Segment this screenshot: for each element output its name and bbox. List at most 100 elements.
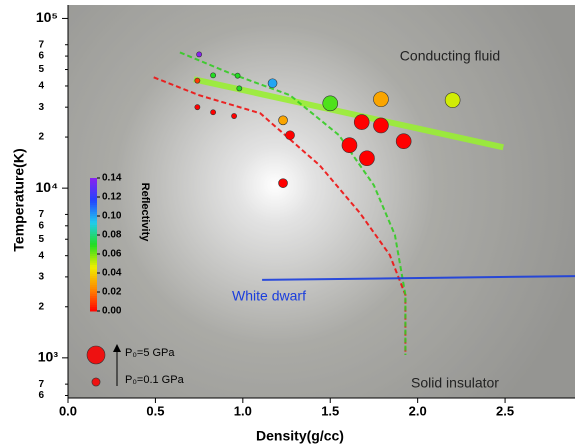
colorbar-tick-label: 0.02 xyxy=(102,287,122,298)
y-tick-label: 10⁴ xyxy=(36,179,59,195)
y-tick-label: 2 xyxy=(38,132,44,143)
data-point xyxy=(353,114,370,130)
colorbar-swatch xyxy=(90,293,97,296)
data-point xyxy=(236,85,243,92)
colorbar-swatch xyxy=(90,240,97,243)
colorbar-swatch xyxy=(90,295,97,299)
x-tick-label: 1.5 xyxy=(321,403,339,418)
colorbar-swatch xyxy=(90,204,97,208)
y-tick-label: 7 xyxy=(38,379,44,390)
data-point xyxy=(267,78,278,89)
colorbar-swatch xyxy=(90,308,97,312)
colorbar-swatch xyxy=(90,193,97,197)
x-tick-label: 1.0 xyxy=(234,403,252,418)
data-point xyxy=(210,72,217,79)
colorbar-swatch xyxy=(90,275,97,279)
colorbar-swatch xyxy=(90,306,97,310)
data-point xyxy=(234,72,241,79)
colorbar-swatch xyxy=(90,251,97,254)
colorbar-swatch xyxy=(90,237,97,241)
colorbar-swatch xyxy=(90,184,97,188)
colorbar-swatch xyxy=(90,228,97,232)
y-tick-label: 6 xyxy=(38,51,44,62)
colorbar-swatch xyxy=(90,297,97,301)
data-point xyxy=(194,104,201,111)
data-point xyxy=(194,77,201,84)
colorbar-tick-label: 0.04 xyxy=(102,268,122,279)
colorbar-swatch xyxy=(90,206,97,210)
colorbar-swatch xyxy=(90,273,97,277)
x-tick-label: 2.5 xyxy=(496,403,514,418)
colorbar-tick-label: 0.06 xyxy=(102,249,122,260)
data-point xyxy=(322,95,339,112)
y-axis-title: Temperature(K) xyxy=(11,148,27,251)
colorbar-swatch xyxy=(90,279,97,283)
colorbar-tick-label: 0.08 xyxy=(102,230,122,241)
legend-label: P₀=5 GPa xyxy=(125,347,175,359)
colorbar-swatch xyxy=(90,299,97,303)
y-tick-label: 7 xyxy=(38,39,44,50)
x-tick-label: 0.0 xyxy=(59,403,77,418)
colorbar-swatch xyxy=(90,282,97,285)
colorbar-swatch xyxy=(90,231,97,234)
colorbar-swatch xyxy=(90,213,97,217)
legend-arrowhead xyxy=(113,344,121,352)
colorbar-swatch xyxy=(90,200,97,203)
data-point xyxy=(359,150,375,167)
legend-marker xyxy=(91,377,101,387)
data-point xyxy=(231,113,237,119)
curve xyxy=(179,51,407,355)
colorbar-swatch xyxy=(90,209,97,212)
annotation: Solid insulator xyxy=(411,375,499,391)
colorbar-swatch xyxy=(90,255,97,259)
colorbar-swatch xyxy=(90,211,97,214)
colorbar-title: Reflectivity xyxy=(139,183,151,243)
colorbar-swatch xyxy=(90,224,97,228)
colorbar-swatch xyxy=(90,220,97,223)
data-point xyxy=(285,130,295,141)
colorbar-swatch xyxy=(90,197,97,201)
colorbar-swatch xyxy=(90,271,97,274)
y-tick-label: 10³ xyxy=(38,349,59,365)
colorbar-tick-label: 0.00 xyxy=(102,306,122,317)
curve xyxy=(262,275,575,281)
colorbar-swatch xyxy=(90,284,97,288)
y-tick-label: 10⁵ xyxy=(36,9,58,25)
legend-marker xyxy=(86,345,106,365)
y-tick-label: 4 xyxy=(38,81,44,92)
background-photo xyxy=(68,5,575,398)
colorbar-swatch xyxy=(90,217,97,221)
y-tick-label: 3 xyxy=(38,102,44,113)
data-point xyxy=(278,178,288,188)
y-tick-label: 5 xyxy=(38,234,44,245)
colorbar-swatch xyxy=(90,215,97,219)
colorbar-swatch xyxy=(90,253,97,257)
colorbar-swatch xyxy=(90,264,97,268)
curve-label: White dwarf xyxy=(232,288,306,304)
data-point xyxy=(444,92,461,108)
colorbar-swatch xyxy=(90,286,97,290)
colorbar-swatch xyxy=(90,180,97,183)
y-tick-label: 7 xyxy=(38,209,44,220)
data-point xyxy=(278,115,288,126)
colorbar-tick-label: 0.10 xyxy=(102,211,122,222)
data-point xyxy=(341,137,358,154)
y-tick-label: 4 xyxy=(38,250,44,261)
colorbar-swatch xyxy=(90,242,97,245)
colorbar-swatch xyxy=(90,246,97,250)
x-tick-label: 0.5 xyxy=(146,403,164,418)
colorbar-swatch xyxy=(90,266,97,270)
colorbar-swatch xyxy=(90,291,97,294)
legend-label: P₀=0.1 GPa xyxy=(125,374,185,386)
colorbar-swatch xyxy=(90,191,97,195)
data-point xyxy=(196,51,203,58)
data-point xyxy=(373,91,389,108)
colorbar-swatch xyxy=(90,304,97,308)
y-tick-label: 6 xyxy=(38,220,44,231)
background-veil xyxy=(68,5,575,398)
x-tick-label: 2.0 xyxy=(409,403,427,418)
colorbar-swatch xyxy=(90,189,97,192)
y-tick-label: 6 xyxy=(38,390,44,401)
colorbar-swatch xyxy=(90,302,97,305)
